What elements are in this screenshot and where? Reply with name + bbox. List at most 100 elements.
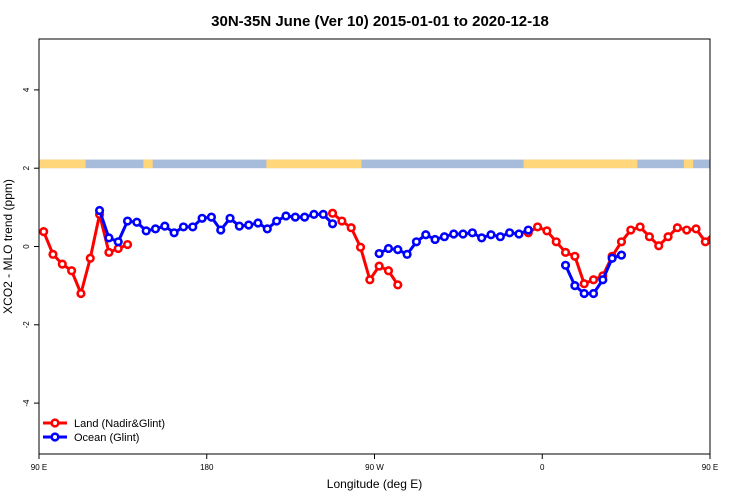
data-point <box>216 225 226 235</box>
x-axis-label: Longitude (deg E) <box>327 477 422 491</box>
data-point <box>393 245 403 255</box>
legend-label: Land (Nadir&Glint) <box>74 418 165 430</box>
data-point <box>141 226 151 236</box>
data-point <box>635 222 645 232</box>
series-ocean <box>94 205 627 299</box>
data-point <box>458 229 468 239</box>
data-point <box>430 234 440 245</box>
data-point <box>374 248 384 259</box>
land-ocean-strip <box>39 159 710 169</box>
data-point <box>225 213 235 223</box>
data-point <box>626 225 636 235</box>
data-point <box>365 275 375 285</box>
axes: 90 E 180 90 W 0 90 E 4 2 0 -2 -4 <box>22 87 718 472</box>
data-point <box>67 266 77 276</box>
x-tick-label: 90 E <box>702 463 718 472</box>
y-tick-label: 0 <box>22 244 31 249</box>
data-point <box>505 228 515 238</box>
y-tick-label: -4 <box>22 399 31 407</box>
data-point <box>262 224 272 234</box>
data-point <box>253 218 263 228</box>
data-point <box>721 251 728 258</box>
chart-title: 30N-35N June (Ver 10) 2015-01-01 to 2020… <box>211 13 549 30</box>
data-point <box>94 205 105 216</box>
data-point <box>318 209 328 219</box>
data-point <box>523 225 533 235</box>
data-point <box>532 222 543 232</box>
data-point <box>739 269 746 276</box>
data-point <box>421 230 431 240</box>
data-point <box>346 223 356 233</box>
data-point <box>39 227 49 237</box>
data-point <box>290 212 300 222</box>
series-land <box>39 208 746 299</box>
data-point <box>188 222 198 232</box>
data-point <box>411 237 422 247</box>
data-point <box>682 225 692 235</box>
data-point <box>467 228 477 238</box>
data-point <box>393 280 403 290</box>
data-point <box>588 275 599 285</box>
series-line <box>42 214 129 299</box>
data-point <box>672 223 682 233</box>
data-point <box>169 228 179 238</box>
data-point <box>132 217 142 227</box>
data-point <box>514 229 524 239</box>
data-point <box>711 228 718 235</box>
data-point <box>104 233 114 243</box>
data-point <box>644 232 655 242</box>
land-band <box>39 159 86 169</box>
data-point <box>570 281 580 291</box>
data-point <box>560 247 571 257</box>
data-point <box>281 211 291 221</box>
y-tick-label: 4 <box>22 87 31 92</box>
legend-marker <box>50 418 60 428</box>
data-point <box>560 260 571 270</box>
data-point <box>160 221 170 231</box>
land-band <box>683 159 694 169</box>
x-tick-label: 0 <box>540 463 545 472</box>
data-point <box>542 226 552 236</box>
data-point <box>691 224 701 234</box>
legend: Land (Nadir&Glint) Ocean (Glint) <box>43 418 165 444</box>
data-point <box>76 288 86 299</box>
y-axis-label: XCO2 - MLO trend (ppm) <box>1 179 15 314</box>
land-band <box>266 159 362 169</box>
data-point <box>327 208 338 218</box>
plot-frame <box>38 38 711 455</box>
data-point <box>486 230 496 240</box>
data-point <box>383 243 394 254</box>
data-point <box>439 232 449 242</box>
y-tick-label: -2 <box>22 321 31 329</box>
data-point <box>122 239 133 250</box>
data-point <box>730 261 737 268</box>
x-tick-label: 180 <box>200 463 214 472</box>
data-point <box>579 288 589 299</box>
data-point <box>663 232 673 242</box>
data-point <box>57 259 67 269</box>
data-point <box>178 222 189 232</box>
data-point <box>327 219 338 229</box>
ocean-band <box>39 159 710 169</box>
data-point <box>206 212 217 222</box>
land-band <box>523 159 638 169</box>
data-point <box>309 209 319 219</box>
data-point <box>48 249 58 259</box>
data-point <box>244 220 254 230</box>
x-tick-label: 90 E <box>31 463 47 472</box>
data-point <box>374 261 384 271</box>
data-point <box>150 224 161 234</box>
data-point <box>234 221 244 231</box>
data-point <box>300 212 310 222</box>
data-point <box>355 242 366 252</box>
data-point <box>402 249 412 259</box>
data-point <box>570 251 580 261</box>
data-point <box>85 253 95 263</box>
data-point <box>607 253 617 263</box>
data-point <box>654 241 664 251</box>
data-point <box>449 229 459 239</box>
data-point <box>495 232 505 242</box>
data-point <box>616 250 627 260</box>
data-point <box>113 237 123 247</box>
